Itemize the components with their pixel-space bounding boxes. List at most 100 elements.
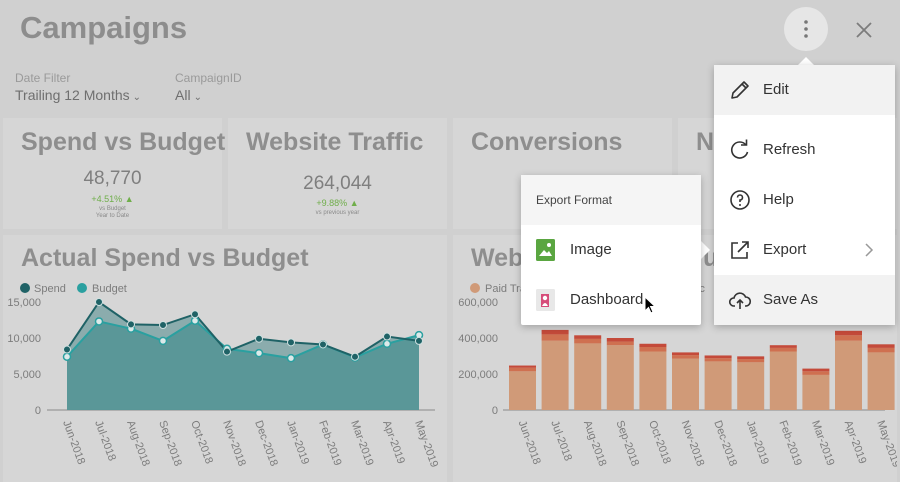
chevron-down-icon: ⌄ — [132, 92, 142, 103]
traffic-bar-segment — [606, 338, 634, 342]
budget-point — [190, 316, 200, 325]
budget-point — [286, 353, 296, 363]
export-format-title: Export Format — [536, 193, 613, 207]
export-option-image[interactable]: Image — [521, 225, 701, 275]
traffic-bar-segment — [867, 344, 895, 348]
x-tick-label: Nov-2018 — [679, 419, 707, 468]
close-button[interactable] — [852, 18, 876, 42]
spend-point — [63, 345, 71, 354]
traffic-bar-segment — [509, 371, 536, 410]
options-menu: Edit Refresh Help Export Save As — [714, 65, 895, 325]
traffic-bar-segment — [672, 355, 699, 359]
x-tick-label: Apr-2019 — [842, 419, 869, 466]
budget-point — [158, 336, 168, 346]
kpi-delta: +9.88% — [316, 198, 348, 208]
spend-line — [66, 300, 420, 358]
menu-item-edit[interactable]: Edit — [714, 65, 895, 115]
x-tick-label: Nov-2018 — [220, 419, 248, 468]
traffic-bar-segment — [802, 371, 830, 375]
x-tick-label: Sep-2018 — [613, 419, 641, 468]
date-filter-value: Trailing 12 Months — [15, 87, 130, 103]
spend-point — [95, 298, 103, 306]
menu-item-label: Edit — [763, 81, 789, 98]
y-tick-label: 400,000 — [458, 333, 498, 345]
kpi-sub2: Year to Date — [95, 213, 130, 219]
x-tick-label: Jul-2018 — [548, 419, 574, 463]
spend-point — [415, 336, 423, 345]
x-tick-label: Feb-2019 — [776, 419, 803, 467]
dashboard-icon — [536, 289, 555, 311]
x-tick-label: Aug-2018 — [124, 419, 152, 468]
budget-line — [66, 319, 420, 360]
x-tick-label: May-2019 — [412, 419, 440, 469]
menu-arrow — [796, 57, 816, 67]
x-tick-label: Aug-2018 — [581, 419, 609, 468]
campaignid-filter[interactable]: CampaignID All ⌄ — [175, 71, 242, 103]
traffic-bar-segment — [704, 355, 732, 359]
x-tick-label: May-2019 — [874, 419, 897, 469]
traffic-bar-segment — [639, 351, 667, 410]
x-tick-label: Oct-2018 — [646, 419, 673, 466]
kpi-value: 264,044 — [303, 173, 372, 194]
traffic-bar-segment — [802, 374, 830, 410]
close-icon — [856, 22, 872, 38]
traffic-bar-segment — [835, 340, 862, 410]
export-icon — [731, 241, 749, 259]
spend-point — [383, 332, 391, 341]
x-tick-label: Mar-2019 — [809, 419, 836, 467]
refresh-icon — [730, 139, 749, 159]
traffic-bar-segment — [737, 356, 765, 360]
date-filter-label: Date Filter — [15, 71, 71, 85]
spend-point — [223, 347, 231, 356]
more-options-button[interactable] — [784, 7, 828, 51]
traffic-bar-segment — [541, 340, 569, 410]
up-arrow-icon: ▲ — [124, 194, 134, 204]
traffic-bar-segment — [639, 343, 667, 347]
cloud-upload-icon — [728, 292, 752, 309]
date-filter[interactable]: Date Filter Trailing 12 Months ⌄ — [15, 71, 141, 103]
legend-spend-marker — [20, 283, 30, 293]
menu-item-label: Export — [763, 241, 807, 258]
x-tick-label: Mar-2019 — [348, 419, 375, 467]
legend-paid-traffic-marker — [470, 283, 480, 293]
menu-item-help[interactable]: Help — [714, 175, 895, 225]
chart-title: Actual Spend vs Budget — [21, 244, 309, 272]
help-icon — [730, 190, 750, 210]
y-tick-label: 0 — [492, 405, 498, 417]
kpi-card-website-traffic[interactable]: Website Traffic 264,044 +9.88% ▲ vs prev… — [228, 118, 447, 229]
export-option-dashboard[interactable]: Dashboard — [521, 275, 701, 325]
kpi-card-spend-vs-budget[interactable]: Spend vs Budget 48,770 +4.51% ▲ vs Budge… — [3, 118, 225, 229]
spend-area — [67, 302, 419, 410]
traffic-bar-segment — [574, 335, 602, 339]
menu-item-label: Refresh — [763, 141, 816, 158]
x-tick-label: Jan-2019 — [284, 419, 311, 466]
chart-card-spend[interactable]: Actual Spend vs Budget Spend Budget 0 5,0… — [3, 235, 447, 482]
x-tick-label: Dec-2018 — [252, 419, 280, 468]
x-tick-label: Jun-2018 — [60, 419, 87, 466]
traffic-chart: Paid Tra ffic 0200,000400,000600,000Jun-… — [458, 283, 897, 469]
kpi-title: Website Traffic — [246, 128, 424, 156]
traffic-bar-segment — [835, 335, 862, 341]
menu-item-label: Help — [763, 191, 794, 208]
traffic-bar-segment — [672, 358, 699, 410]
menu-item-export[interactable]: Export — [714, 225, 895, 275]
y-tick-label: 15,000 — [7, 297, 41, 309]
traffic-bar-segment — [704, 361, 732, 410]
spend-point — [319, 340, 327, 349]
traffic-bar-segment — [704, 358, 732, 362]
x-tick-label: Oct-2018 — [188, 419, 215, 466]
spend-point — [255, 334, 263, 343]
traffic-bar-segment — [639, 347, 667, 352]
menu-item-save-as[interactable]: Save As — [714, 275, 895, 325]
legend-spend-label: Spend — [34, 283, 66, 295]
kpi-value: 48,770 — [83, 168, 142, 189]
x-tick-label: Feb-2019 — [316, 419, 343, 467]
chevron-right-icon — [865, 243, 874, 257]
submenu-arrow — [700, 240, 710, 260]
traffic-bar-segment — [606, 341, 634, 346]
menu-item-refresh[interactable]: Refresh — [714, 125, 895, 175]
traffic-bar-segment — [867, 347, 895, 353]
budget-point — [94, 317, 104, 326]
